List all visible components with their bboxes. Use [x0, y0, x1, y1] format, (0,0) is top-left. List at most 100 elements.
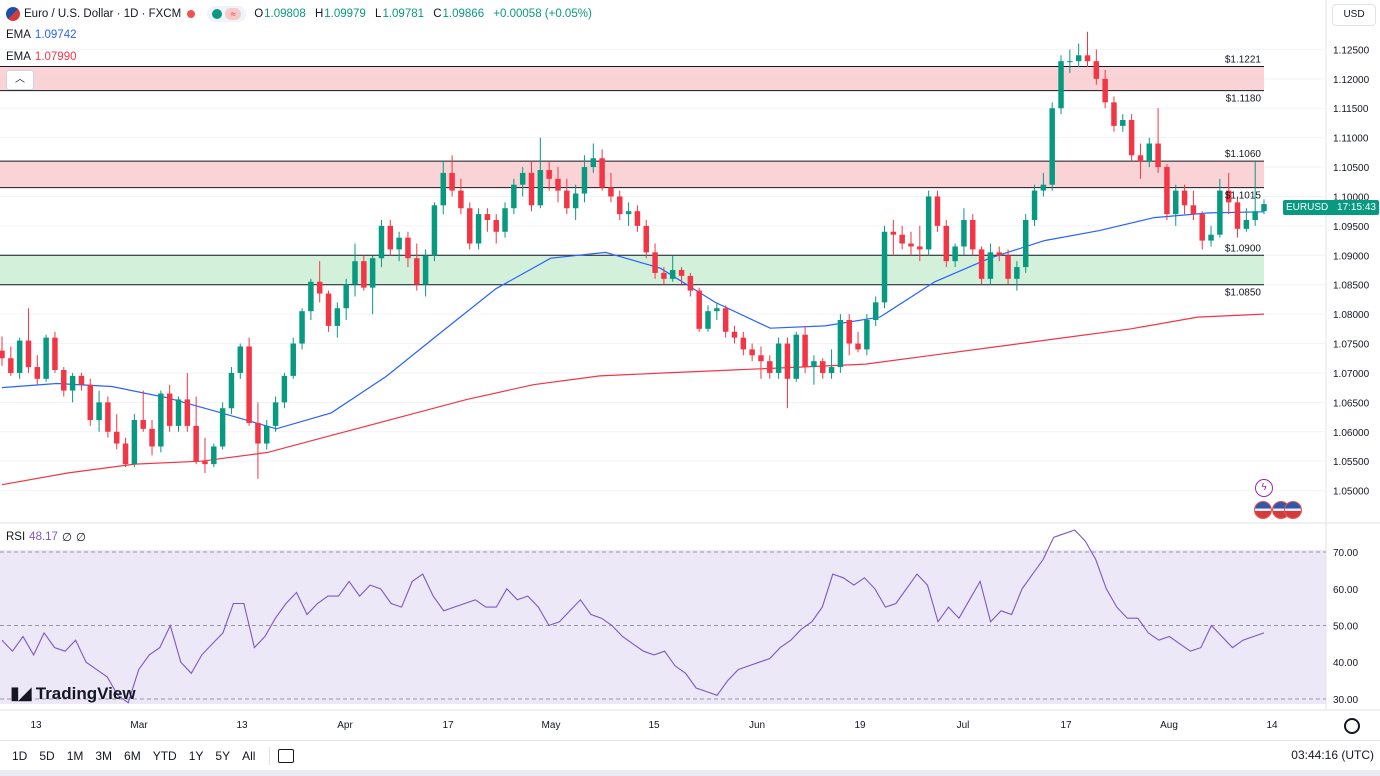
- indicator-pill[interactable]: ≈: [207, 6, 247, 22]
- us-event-flag-icon[interactable]: [1284, 501, 1302, 519]
- rsi-line: [1, 529, 1265, 704]
- candle-up: [775, 343, 782, 373]
- candle-up: [537, 170, 544, 206]
- calendar-icon[interactable]: [278, 749, 295, 763]
- candle-up: [211, 446, 217, 465]
- timeframe-all[interactable]: All: [242, 749, 256, 763]
- price-tick-label: 1.09500: [1333, 222, 1370, 233]
- rsi-tick-label: 30.00: [1333, 695, 1358, 706]
- rsi-extra-2: ∅: [75, 532, 87, 544]
- high-value: 1.09979: [324, 8, 366, 20]
- candle-down: [1111, 102, 1117, 126]
- time-tick-label: 19: [854, 720, 866, 731]
- price-chart[interactable]: $1.1221 $1.1180 $1.1060 $1.1015 $1.0900 $1.08…: [0, 0, 1380, 740]
- candle-down: [696, 290, 702, 329]
- candle-down: [1181, 190, 1188, 206]
- rsi-axis[interactable]: 70.00 60.00 50.00 40.00 30.00: [1333, 548, 1358, 706]
- settings-gear-icon[interactable]: [1344, 718, 1360, 734]
- time-tick-label: Mar: [130, 720, 148, 731]
- candle-up: [1120, 120, 1126, 126]
- rsi-extra-1: ∅: [61, 532, 72, 544]
- ema-fast-line: [1, 211, 1265, 430]
- price-tick-label: 1.12000: [1333, 75, 1370, 86]
- collapse-legend-button[interactable]: ︿: [6, 70, 34, 90]
- tradingview-logo-icon: ▮◢: [10, 683, 32, 703]
- candle-down: [458, 190, 464, 209]
- toolbar-divider: [269, 747, 271, 765]
- timeframe-5y[interactable]: 5Y: [215, 749, 231, 763]
- candle-up: [1173, 190, 1179, 215]
- timeframe-ytd[interactable]: YTD: [152, 749, 177, 763]
- candle-up: [219, 408, 226, 447]
- candle-up: [1058, 61, 1064, 109]
- timeframe-1y[interactable]: 1Y: [188, 749, 204, 763]
- candle-down: [193, 425, 199, 462]
- candle-down: [608, 187, 614, 197]
- ema-fast-label: EMA: [6, 29, 31, 41]
- candle-down: [52, 337, 58, 370]
- candle-up: [872, 302, 879, 320]
- candle-down: [528, 172, 535, 206]
- candle-down: [978, 249, 985, 279]
- candles-layer: [0, 31, 1267, 479]
- zone-bottom-label: $1.1180: [1226, 94, 1262, 105]
- price-axis[interactable]: 1.12500 1.12000 1.11500 1.11000 1.10500 1.100…: [1333, 45, 1370, 497]
- price-tick-label: 1.12500: [1333, 45, 1370, 56]
- candle-down: [105, 402, 111, 432]
- timeframe-1m[interactable]: 1M: [66, 749, 84, 763]
- candle-up: [837, 320, 844, 368]
- candle-up: [431, 205, 438, 256]
- utc-clock[interactable]: 03:44:16 (UTC): [1291, 748, 1374, 762]
- time-axis[interactable]: 13 Mar 13 Apr 17 May 15 Jun 19 Jul 17 Aug 14: [30, 720, 1278, 731]
- eur-usd-flag-icon: [6, 7, 20, 21]
- candle-down: [87, 384, 93, 420]
- candle-up: [1217, 190, 1223, 235]
- time-tick-label: 13: [30, 720, 42, 731]
- ema-slow-legend[interactable]: EMA 1.07990: [6, 51, 77, 63]
- candle-down: [387, 225, 394, 250]
- candle-up: [43, 337, 49, 379]
- candle-down: [634, 211, 641, 226]
- time-tick-label: 14: [1266, 720, 1278, 731]
- candle-down: [820, 361, 826, 373]
- candle-down: [934, 196, 941, 226]
- candle-down: [1084, 55, 1091, 62]
- candle-up: [828, 367, 835, 373]
- price-tick-label: 1.11000: [1333, 134, 1369, 145]
- price-tick-label: 1.07000: [1333, 369, 1370, 380]
- symbol-title[interactable]: Euro / U.S. Dollar · 1D · FXCM: [24, 8, 182, 20]
- timeframe-6m[interactable]: 6M: [124, 749, 141, 763]
- candle-up: [519, 172, 526, 185]
- candle-up: [308, 281, 314, 312]
- candle-up: [669, 270, 676, 279]
- wave-icon: ≈: [225, 8, 242, 20]
- candle-down: [661, 272, 667, 279]
- candle-down: [643, 225, 649, 253]
- us-event-flag-icon[interactable]: [1254, 501, 1272, 519]
- candle-down: [0, 350, 5, 359]
- ema-fast-legend[interactable]: EMA 1.09742: [6, 29, 77, 41]
- candle-down: [890, 231, 897, 235]
- candle-up: [511, 184, 517, 209]
- timeframe-5d[interactable]: 5D: [39, 749, 55, 763]
- candle-up: [1049, 108, 1055, 185]
- candle-down: [493, 220, 499, 232]
- candle-down: [1128, 120, 1135, 156]
- candle-up: [96, 402, 102, 420]
- candle-down: [722, 308, 729, 332]
- price-tick-label: 1.06000: [1333, 428, 1370, 439]
- last-price-tag: EURUSD 17:15:43: [1283, 200, 1379, 215]
- timeframe-1d[interactable]: 1D: [12, 749, 28, 763]
- candle-down: [1102, 78, 1108, 103]
- currency-selector[interactable]: USD: [1332, 4, 1376, 26]
- time-tick-label: Apr: [337, 720, 353, 731]
- rsi-legend[interactable]: RSI 48.17 ∅ ∅: [6, 530, 86, 544]
- lightning-event-icon[interactable]: ϟ: [1255, 479, 1273, 497]
- candle-down: [484, 214, 491, 220]
- candle-up: [952, 246, 958, 262]
- time-tick-label: May: [542, 720, 561, 731]
- candle-down: [1190, 205, 1197, 215]
- candle-down: [546, 170, 552, 179]
- timeframe-3m[interactable]: 3M: [95, 749, 113, 763]
- symbol-legend[interactable]: Euro / U.S. Dollar · 1D · FXCM ≈ O1.0980…: [6, 6, 598, 22]
